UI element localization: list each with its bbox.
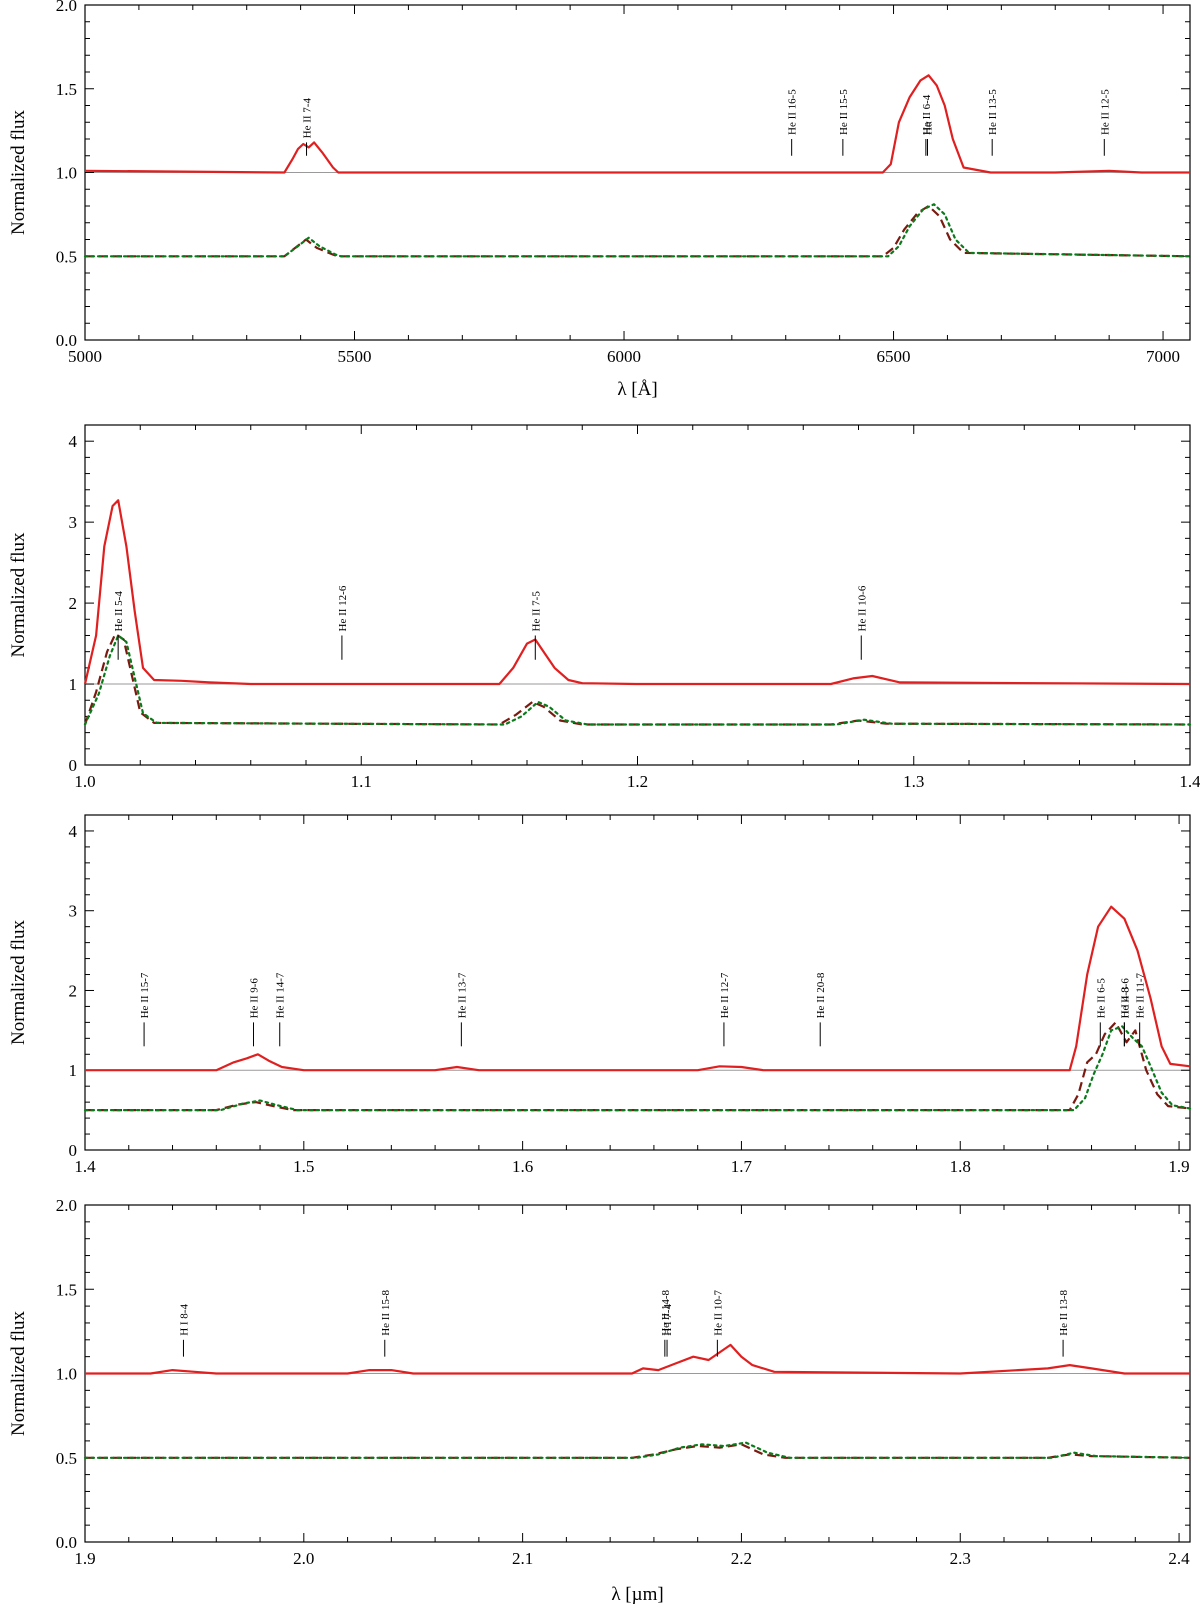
y-tick-label: 0.0 — [56, 331, 77, 350]
x-tick-label: 2.1 — [512, 1549, 533, 1568]
y-tick-label: 1.0 — [56, 164, 77, 183]
line-id-label: He II 14-8 — [660, 1289, 672, 1335]
x-tick-label: 2.0 — [293, 1549, 314, 1568]
line-id-label: He II 15-7 — [139, 972, 151, 1018]
x-tick-label: 1.0 — [74, 772, 95, 791]
y-tick-label: 0 — [69, 756, 78, 775]
line-id-label: Hα — [922, 121, 934, 135]
x-tick-label: 6500 — [877, 347, 911, 366]
y-tick-label: 2 — [69, 981, 78, 1000]
line-id-label: He II 6-4 — [921, 94, 933, 135]
y-axis-title: Normalized flux — [8, 109, 29, 235]
y-tick-label: 4 — [69, 822, 78, 841]
spectrum-dotted-line — [83, 1025, 1192, 1112]
y-tick-label: 2.0 — [56, 1196, 77, 1215]
x-tick-label: 1.6 — [512, 1157, 533, 1176]
spectrum-dotted-line — [83, 1441, 1192, 1459]
line-id-label: He II 6-5 — [1095, 978, 1107, 1019]
spectrum-solid-line — [84, 74, 1190, 174]
x-tick-label: 2.3 — [950, 1549, 971, 1568]
y-tick-label: 2 — [69, 594, 78, 613]
y-tick-label: 0.5 — [56, 247, 77, 266]
spectrum-solid-line — [85, 905, 1191, 1072]
line-id-label: He II 16-5 — [787, 89, 799, 135]
line-id-label: H I 8-4 — [178, 1304, 190, 1336]
spectrum-dashed-line — [85, 1021, 1191, 1112]
y-tick-label: 1.0 — [56, 1365, 77, 1384]
line-id-label: He II 13-5 — [987, 89, 999, 135]
spectrum-dashed-line — [83, 632, 1191, 726]
x-tick-label: 6000 — [607, 347, 641, 366]
x-tick-label: 1.3 — [903, 772, 924, 791]
line-id-label: He II 7-4 — [302, 98, 314, 139]
line-id-label: He II 15-8 — [380, 1289, 392, 1335]
y-axis-title: Normalized flux — [8, 1310, 29, 1436]
line-id-label: H I 4-3 — [1119, 986, 1131, 1018]
line-id-label: He II 7-5 — [530, 591, 542, 632]
y-axis-title: Normalized flux — [8, 532, 29, 658]
x-axis-title: λ [Å] — [617, 379, 657, 400]
line-id-label: He II 12-7 — [719, 972, 731, 1018]
line-id-label: He II 10-7 — [712, 1289, 724, 1335]
y-tick-label: 1.5 — [56, 80, 77, 99]
line-id-label: He II 12-6 — [337, 585, 349, 631]
x-tick-label: 1.7 — [731, 1157, 753, 1176]
plot-frame — [84, 424, 1191, 766]
plot-frame — [84, 814, 1191, 1151]
y-tick-label: 2.0 — [56, 0, 77, 15]
y-tick-label: 0.5 — [56, 1449, 77, 1468]
x-tick-label: 1.8 — [950, 1157, 971, 1176]
x-tick-label: 1.5 — [293, 1157, 314, 1176]
line-id-label: He II 13-8 — [1058, 1289, 1070, 1335]
x-tick-label: 1.4 — [74, 1157, 96, 1176]
line-id-label: He II 20-8 — [815, 972, 827, 1018]
line-id-label: He II 8-6 — [1119, 978, 1131, 1019]
x-tick-label: 5000 — [68, 347, 102, 366]
x-axis-title: λ [µm] — [611, 1584, 663, 1605]
x-tick-label: 1.4 — [1179, 772, 1200, 791]
y-tick-label: 3 — [69, 902, 78, 921]
panel-optical: 5000 5500 6000 6500 7000 0.0 0.5 1.0 1.5 2.0 Norma… — [8, 0, 1192, 400]
panel-nir-2: 1.4 1.5 1.6 1.7 1.8 1.9 0 1 2 3 4 Normalized flux He… — [8, 814, 1192, 1176]
y-tick-label: 3 — [69, 513, 78, 532]
spectrum-dashed-line — [85, 204, 1191, 258]
x-tick-label: 1.9 — [74, 1549, 95, 1568]
y-axis-title: Normalized flux — [8, 919, 29, 1045]
panel-nir-3: 1.9 2.0 2.1 2.2 2.3 2.4 0.0 0.5 1.0 1.5 2.0 Normali… — [8, 1196, 1192, 1605]
x-tick-label: 2.4 — [1168, 1549, 1190, 1568]
spectrum-solid-line — [85, 1343, 1190, 1375]
y-tick-label: 1.5 — [56, 1280, 77, 1299]
x-tick-label: 1.9 — [1168, 1157, 1189, 1176]
spectrum-dotted-line — [83, 203, 1192, 258]
x-tick-label: 1.2 — [627, 772, 648, 791]
y-tick-label: 0.0 — [56, 1533, 77, 1552]
line-id-label: He II 5-4 — [113, 591, 125, 632]
line-id-label: He II 12-5 — [1099, 89, 1111, 135]
y-tick-label: 0 — [69, 1141, 78, 1160]
y-tick-label: 4 — [69, 432, 78, 451]
x-tick-label: 1.1 — [351, 772, 372, 791]
line-id-label: H I 7-4 — [662, 1304, 674, 1336]
line-id-label: He II 11-7 — [1135, 972, 1147, 1018]
line-id-label: He II 13-7 — [456, 972, 468, 1018]
line-id-label: He II 14-7 — [275, 972, 287, 1018]
x-tick-label: 5500 — [338, 347, 372, 366]
y-tick-label: 1 — [69, 1061, 78, 1080]
x-tick-label: 2.2 — [731, 1549, 752, 1568]
line-id-label: He II 9-6 — [248, 978, 260, 1019]
x-tick-label: 7000 — [1146, 347, 1180, 366]
spectrum-dotted-line — [83, 634, 1192, 726]
panel-nir-1: 1.0 1.1 1.2 1.3 1.4 0 1 2 3 4 Normalized flux He II… — [8, 424, 1200, 791]
line-id-label: He II 15-5 — [838, 89, 850, 135]
y-tick-label: 1 — [69, 675, 78, 694]
spectrum-dashed-line — [85, 1443, 1191, 1459]
line-id-label: He II 10-6 — [856, 585, 868, 631]
spectrum-solid-line — [83, 499, 1191, 686]
